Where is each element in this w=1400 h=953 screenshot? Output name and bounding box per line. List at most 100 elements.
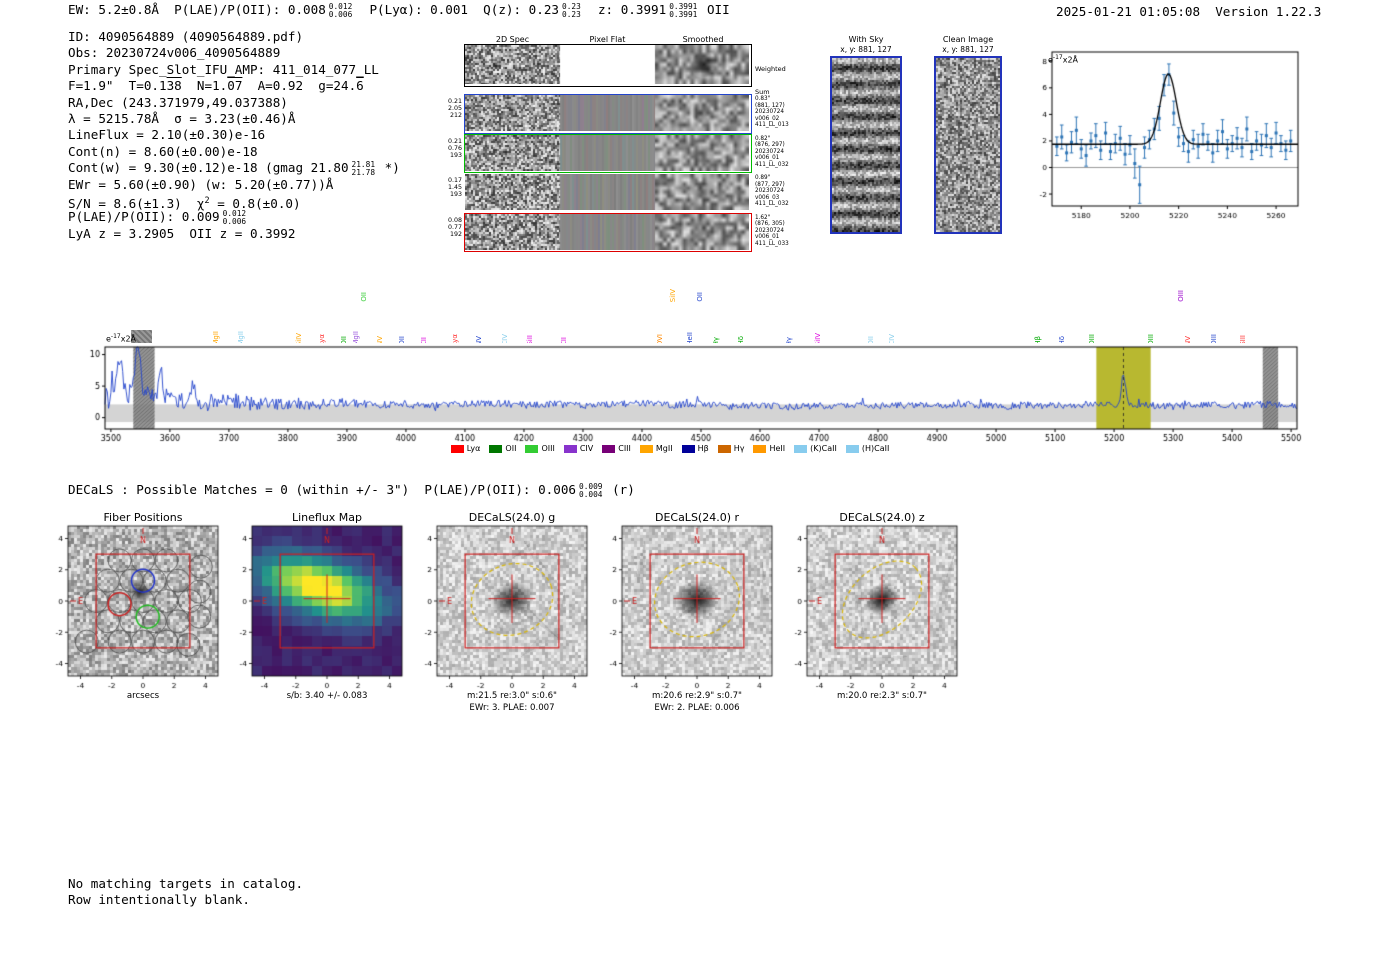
- spec2d-row-weights: 0.21 2.05 212: [444, 98, 462, 120]
- spec2d-row-canvas: [465, 174, 749, 210]
- cutout-canvas-z: [779, 524, 963, 694]
- spec2d-row-annotation: 0.83" (881, 127) 20230724 v006_02 411_LL_013: [755, 96, 801, 129]
- annotation-line: 0.83": [755, 96, 771, 102]
- cutout-caption2-r: EWr: 2. PLAE: 0.006: [654, 703, 740, 713]
- spec2d-row-annotation: 0.82" (876, 297) 20230724 v006_01 411_LL_032: [755, 136, 801, 169]
- cutout-title-lineflux: Lineflux Map: [291, 511, 363, 524]
- info-line: ID: 4090564889 (4090564889.pdf): [68, 29, 304, 44]
- full-spectrum-plot: [75, 343, 1312, 455]
- stacked-fraction: 0.3991 0.3991: [669, 1, 698, 19]
- emission-line-label: SiIV: [669, 288, 678, 302]
- annotation-line: v006_01: [755, 234, 780, 240]
- cutout-canvas-fiber: [40, 524, 224, 694]
- annotation-line: 0.89": [755, 175, 771, 181]
- weight-value: 192: [449, 230, 462, 238]
- info-line: F=1.9" T=0.138 N=1.07 A=0.92 g=24.6: [68, 78, 364, 94]
- legend-swatch: [450, 444, 464, 453]
- annotation-line: v006_03: [755, 194, 780, 201]
- weight-value: 0.17: [447, 177, 462, 184]
- spec2d-row-canvas: [465, 95, 749, 131]
- weight-value: 0.77: [447, 223, 462, 231]
- footer-note-2: Row intentionally blank.: [68, 892, 250, 907]
- with-sky-image: [832, 58, 900, 232]
- legend-item: Hβ: [681, 444, 709, 453]
- legend-label: (K)CaII: [810, 444, 837, 453]
- cutout-title-g: DECaLS(24.0) g: [468, 511, 556, 524]
- spec2d-fiber-row: 0.21 0.76 193 0.82" (876, 297) 20230724 v006_0…: [448, 133, 789, 173]
- cutout-caption-fiber: arcsecs: [126, 691, 160, 701]
- annotation-line: 0.82": [755, 135, 771, 142]
- legend-item: MgII: [639, 444, 673, 453]
- annotation-line: 411_LL_033: [755, 240, 789, 247]
- cutout-canvas-r: [594, 524, 778, 694]
- annotation-line: 1.62": [755, 214, 771, 221]
- legend-swatch: [845, 444, 859, 453]
- weight-value: 1.45: [447, 184, 462, 192]
- annotation-line: (881, 127): [755, 102, 785, 109]
- spec2d-row-annotation: 1.62" (876, 305) 20230724 v006_01 411_LL_033: [755, 215, 801, 248]
- spec2d-col-title: 2D Spec: [495, 35, 530, 44]
- info-line: EWr = 5.60(±0.90) (w: 5.20(±0.77))Å: [68, 176, 334, 192]
- zoom-flux-units-label: e-17x2Å: [1048, 54, 1079, 65]
- spec2d-row-annotation: 0.89" (877, 297) 20230724 v006_03 411_LL_032: [755, 175, 801, 208]
- cutout-canvas-lineflux: [224, 524, 408, 694]
- emission-line-label: OIII: [1176, 290, 1185, 302]
- info-line: Cont(n) = 8.60(±0.00)e-18: [68, 143, 258, 159]
- legend-label: MgII: [655, 444, 673, 453]
- weight-value: 0.21: [447, 98, 462, 105]
- emission-line-label: OII: [696, 292, 704, 302]
- weight-value: 0.21: [447, 137, 462, 145]
- info-line: P(LAE)/P(OII): 0.009 0.012 0.006: [68, 208, 247, 226]
- cutout-canvas-g: [409, 524, 593, 694]
- info-line: λ = 5215.78Å σ = 3.23(±0.46)Å: [68, 110, 296, 126]
- cutout-caption-g: m:21.5 re:3.0" s:0.6": [466, 691, 557, 701]
- spec2d-panel: 2D Spec Pixel Flat Smoothed Weighted Sum…: [448, 35, 804, 255]
- legend-item: CIII: [602, 444, 631, 453]
- legend-swatch: [717, 444, 731, 453]
- info-line: Primary Spec_Slot_IFU_AMP: 411_014_077_L…: [68, 61, 379, 77]
- weight-value: 193: [449, 151, 462, 159]
- info-line: LineFlux = 2.10(±0.30)e-16: [68, 127, 266, 143]
- spec2d-col-title: Smoothed: [682, 35, 724, 44]
- info-line: Cont(w) = 9.30(±0.12)e-18 (gmag 21.80 21.…: [68, 159, 400, 177]
- emission-line-legend: Lyα OII OIII CIV CIII MgII Hβ Hγ HeII (K)CaII (H)C…: [350, 444, 990, 453]
- spec2d-fiber-rows: 0.21 2.05 212 0.83" (881, 127) 20230724 v006_0…: [448, 94, 789, 252]
- legend-label: OIII: [541, 444, 555, 453]
- spec2d-row-weights: 0.08 0.77 192: [444, 217, 462, 239]
- legend-item: (H)CaII: [845, 444, 889, 453]
- annotation-line: (877, 297): [755, 181, 785, 188]
- cutout-title-fiber: Fiber Positions: [103, 511, 183, 524]
- stacked-fraction: 0.009 0.004: [579, 481, 603, 499]
- legend-label: Hβ: [697, 444, 709, 453]
- zoom-spectrum-plot: [1028, 44, 1306, 228]
- annotation-line: v006_02: [755, 115, 780, 122]
- cutout-title-r: DECaLS(24.0) r: [654, 511, 740, 524]
- legend-label: OII: [505, 444, 517, 453]
- legend-swatch: [489, 444, 503, 453]
- annotation-line: 411_LL_013: [755, 122, 789, 128]
- clean-image-title: Clean Image: [942, 35, 994, 44]
- legend-label: HeII: [769, 444, 786, 453]
- legend-swatch: [525, 444, 539, 453]
- legend-item: HeII: [753, 444, 785, 453]
- spectrum-flux-units-label: e-17x2Å: [106, 333, 137, 344]
- cutout-caption-r: m:20.6 re:2.9" s:0.7": [651, 691, 742, 701]
- info-line: LyA z = 3.2905 OII z = 0.3992: [68, 225, 296, 241]
- with-sky-title: With Sky: [848, 35, 884, 44]
- weighted-sum-label: Sum: [755, 87, 770, 96]
- annotation-line: 20230724: [755, 148, 784, 155]
- legend-item: OIII: [525, 444, 555, 453]
- annotation-line: 20230724: [755, 188, 784, 194]
- legend-label: Lyα: [466, 444, 481, 453]
- weight-value: 0.08: [447, 216, 462, 224]
- with-sky-imagebox: [830, 56, 902, 234]
- spec2d-weighted-row: Weighted Sum: [464, 44, 786, 95]
- emission-line-labels-layer: CIIIMgIIMgIISiIVLyαOIIOIIMgIINVOIICIILyα…: [0, 250, 1400, 348]
- cutout-caption-z: m:20.0 re:2.3" s:0.7": [836, 691, 927, 701]
- spec2d-col-title: Pixel Flat: [589, 35, 626, 44]
- legend-item: Lyα: [450, 444, 481, 453]
- legend-label: CIII: [618, 444, 631, 453]
- legend-label: CIV: [579, 444, 594, 453]
- legend-item: (K)CaII: [794, 444, 837, 453]
